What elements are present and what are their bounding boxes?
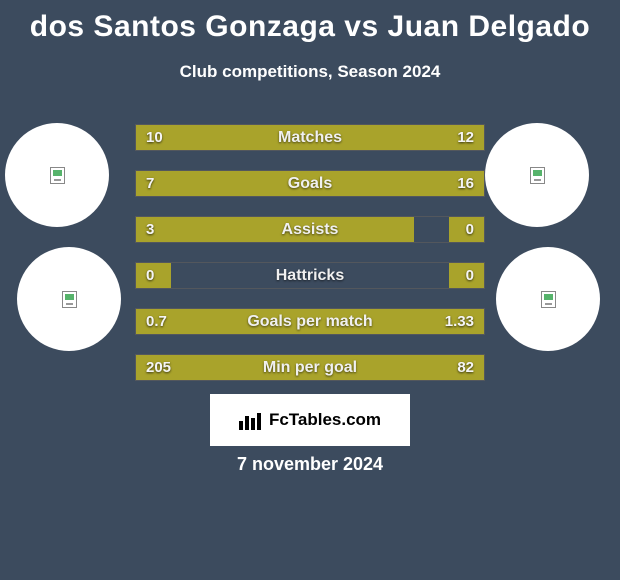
player1-avatar-bottom bbox=[17, 247, 121, 351]
stat-label: Hattricks bbox=[136, 263, 484, 288]
stat-label: Goals per match bbox=[136, 309, 484, 334]
page-title: dos Santos Gonzaga vs Juan Delgado bbox=[0, 0, 620, 44]
stat-label: Min per goal bbox=[136, 355, 484, 380]
player2-avatar-top bbox=[485, 123, 589, 227]
date-text: 7 november 2024 bbox=[0, 454, 620, 475]
watermark-text: FcTables.com bbox=[269, 410, 381, 430]
stat-row: 10 12 Matches bbox=[135, 124, 485, 151]
stat-label: Goals bbox=[136, 171, 484, 196]
placeholder-icon bbox=[50, 167, 65, 184]
stats-container: 10 12 Matches 7 16 Goals 3 0 Assists 0 0… bbox=[135, 124, 485, 400]
fctables-logo-icon bbox=[239, 410, 265, 430]
stat-row: 205 82 Min per goal bbox=[135, 354, 485, 381]
player1-avatar-top bbox=[5, 123, 109, 227]
placeholder-icon bbox=[530, 167, 545, 184]
placeholder-icon bbox=[62, 291, 77, 308]
placeholder-icon bbox=[541, 291, 556, 308]
stat-row: 0 0 Hattricks bbox=[135, 262, 485, 289]
subtitle: Club competitions, Season 2024 bbox=[0, 62, 620, 82]
stat-row: 7 16 Goals bbox=[135, 170, 485, 197]
stat-label: Matches bbox=[136, 125, 484, 150]
stat-label: Assists bbox=[136, 217, 484, 242]
stat-row: 3 0 Assists bbox=[135, 216, 485, 243]
stat-row: 0.7 1.33 Goals per match bbox=[135, 308, 485, 335]
watermark-badge: FcTables.com bbox=[210, 394, 410, 446]
player2-avatar-bottom bbox=[496, 247, 600, 351]
